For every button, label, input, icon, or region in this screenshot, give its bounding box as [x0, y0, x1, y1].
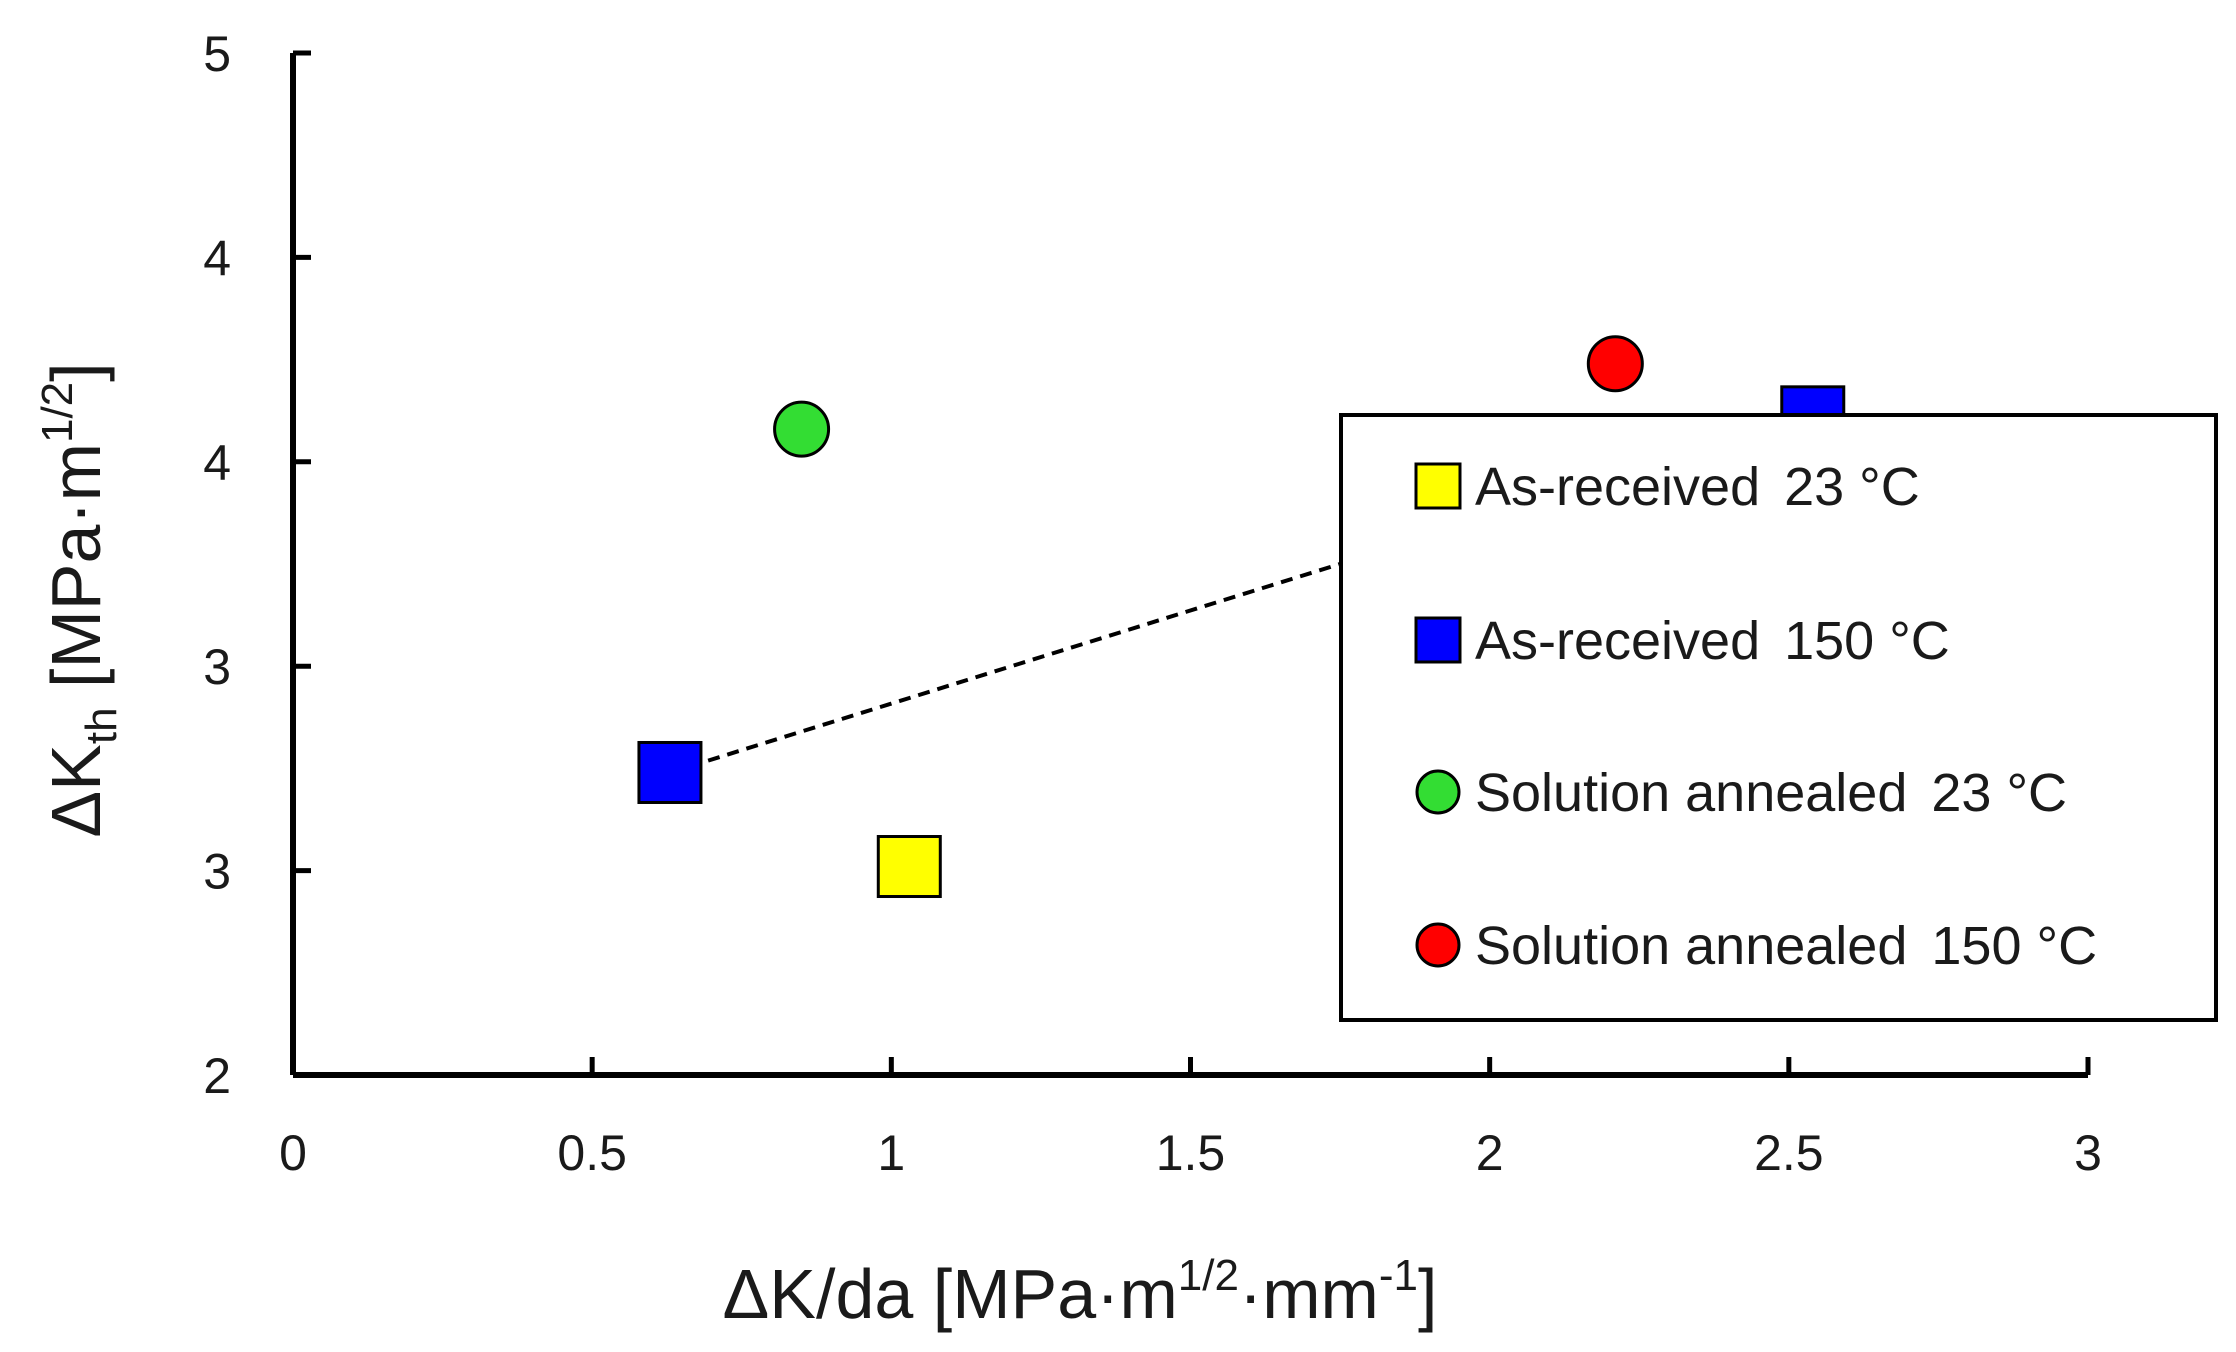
data-point-square	[876, 835, 942, 899]
legend-marker-circle	[1415, 922, 1461, 968]
data-point-circle	[773, 400, 831, 458]
x-tick-label: 2	[1476, 1125, 1504, 1181]
x-tick-label: 0.5	[557, 1125, 627, 1181]
legend-series-temp: 150 °C	[1931, 916, 2097, 976]
legend-label: Solution annealed 23 °C	[1475, 763, 2067, 823]
legend-label: As-received 150 °C	[1475, 611, 1950, 671]
y-tick-label: 3	[203, 844, 231, 900]
legend-label: Solution annealed 150 °C	[1475, 916, 2097, 976]
x-tick-label: 1.5	[1156, 1125, 1226, 1181]
legend-series-name: As-received	[1475, 611, 1760, 671]
legend-series-name: Solution annealed	[1475, 916, 1907, 976]
legend-series-temp: 150 °C	[1784, 611, 1950, 671]
legend-marker-square	[1414, 616, 1462, 664]
y-tick-label: 4	[203, 230, 231, 286]
x-tick-label: 3	[2074, 1125, 2102, 1181]
legend-series-temp: 23 °C	[1931, 763, 2067, 823]
y-tick-label: 2	[203, 1048, 231, 1104]
legend-series-name: As-received	[1475, 457, 1760, 517]
x-axis-title: ΔK/da [MPa·m1/2·mm-1]	[723, 1251, 1438, 1333]
x-tick-label: 1	[877, 1125, 905, 1181]
data-point-circle	[1586, 335, 1644, 393]
ticks: 0 0.5 1 1.5 2 2.5 3 2 3 3 4 4 5	[203, 26, 2102, 1181]
legend-marker-square	[1414, 462, 1462, 510]
legend-series-temp: 23 °C	[1784, 457, 1920, 517]
legend: As-received 23 °CAs-received 150 °CSolutio…	[1339, 413, 2218, 1022]
x-tick-label: 2.5	[1754, 1125, 1824, 1181]
x-tick-label: 0	[279, 1125, 307, 1181]
legend-items: As-received 23 °CAs-received 150 °CSolutio…	[1414, 457, 2097, 976]
legend-label: As-received 23 °C	[1475, 457, 1920, 517]
y-tick-label: 3	[203, 639, 231, 695]
legend-marker-circle	[1415, 769, 1461, 815]
data-point-square	[637, 740, 703, 804]
y-axis-title: ΔKth [MPa·m1/2]	[33, 362, 126, 837]
y-tick-label: 4	[203, 435, 231, 491]
y-tick-label: 5	[203, 26, 231, 82]
legend-series-name: Solution annealed	[1475, 763, 1907, 823]
legend-box	[1339, 413, 2218, 1022]
